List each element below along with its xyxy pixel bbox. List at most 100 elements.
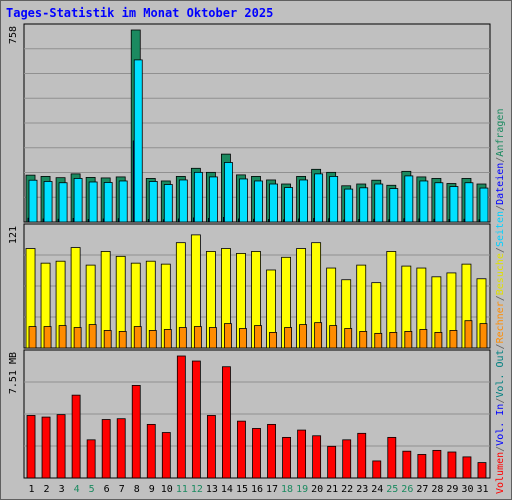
- day-label-24: 24: [371, 484, 383, 495]
- side-legend-item: Seiten: [495, 211, 506, 247]
- bar-volumen-day-20: [312, 435, 322, 479]
- day-label-26: 26: [401, 484, 413, 495]
- day-label-20: 20: [311, 484, 323, 495]
- bar-dateien-day-23: [359, 187, 369, 223]
- side-legend-item: /: [495, 247, 506, 253]
- bar-rechner-day-29: [449, 330, 458, 349]
- side-legend-item: Besuche: [495, 253, 506, 295]
- bar-dateien-day-18: [284, 187, 293, 223]
- bar-volumen-day-1: [26, 415, 36, 479]
- side-legend-item: Anfragen: [495, 109, 506, 157]
- bar-rechner-day-3: [58, 325, 67, 349]
- day-label-16: 16: [251, 484, 263, 495]
- bar-dateien-day-4: [73, 178, 83, 223]
- bar-dateien-day-20: [314, 173, 324, 223]
- day-label-17: 17: [266, 484, 278, 495]
- bar-dateien-day-7: [118, 180, 128, 223]
- bar-rechner-day-21: [329, 325, 338, 349]
- bar-dateien-day-19: [299, 179, 309, 223]
- side-legend-item: /: [495, 157, 506, 163]
- bar-volumen-day-27: [417, 454, 427, 479]
- day-label-3: 3: [59, 484, 65, 495]
- day-label-6: 6: [104, 484, 110, 495]
- bar-dateien-day-27: [419, 180, 429, 223]
- day-label-1: 1: [29, 484, 35, 495]
- panel-2-max-label: 121: [8, 226, 19, 244]
- bar-dateien-day-31: [479, 187, 489, 223]
- bar-rechner-day-13: [208, 327, 217, 349]
- bar-volumen-day-28: [432, 449, 442, 479]
- bar-volumen-day-12: [191, 360, 201, 479]
- bar-rechner-day-26: [404, 331, 413, 349]
- day-label-10: 10: [161, 484, 173, 495]
- day-label-18: 18: [281, 484, 293, 495]
- bar-dateien-day-26: [404, 175, 414, 223]
- bar-dateien-day-28: [434, 182, 444, 223]
- bar-dateien-day-10: [163, 184, 173, 223]
- bar-rechner-day-11: [178, 327, 187, 349]
- bar-rechner-day-2: [43, 326, 52, 349]
- bar-rechner-day-31: [479, 323, 488, 349]
- panel-3-max-label: 7.51 MB: [8, 352, 19, 394]
- day-label-9: 9: [149, 484, 155, 495]
- bar-volumen-day-21: [327, 445, 337, 479]
- day-label-13: 13: [206, 484, 218, 495]
- bar-volumen-day-6: [101, 419, 111, 479]
- day-label-22: 22: [341, 484, 353, 495]
- bar-rechner-day-7: [118, 331, 127, 349]
- bar-dateien-day-25: [389, 188, 399, 223]
- bar-volumen-day-30: [462, 456, 472, 479]
- bar-dateien-day-24: [374, 183, 384, 223]
- bar-rechner-day-20: [314, 322, 323, 349]
- bar-volumen-day-26: [402, 450, 412, 479]
- bar-rechner-day-23: [359, 331, 368, 349]
- side-legend-item: Dateien: [495, 163, 506, 205]
- bar-rechner-day-28: [434, 331, 443, 349]
- side-legend-item: /: [495, 343, 506, 349]
- bar-dateien-day-29: [449, 186, 459, 223]
- bar-volumen-day-11: [176, 355, 186, 479]
- bar-volumen-day-2: [41, 416, 51, 479]
- bar-volumen-day-15: [237, 420, 246, 479]
- bar-rechner-day-4: [73, 327, 82, 349]
- bar-rechner-day-6: [103, 330, 112, 349]
- bar-volumen-day-16: [252, 428, 261, 479]
- side-legend-text: Volumen/Vol. In/Vol. Out/Rechner/Besuche…: [495, 109, 506, 494]
- bar-rechner-day-22: [344, 328, 353, 349]
- bar-rechner-day-14: [224, 323, 232, 349]
- day-label-27: 27: [416, 484, 428, 495]
- bar-dateien-day-22: [344, 188, 354, 223]
- bar-dateien-day-17: [269, 183, 278, 223]
- bar-rechner-day-10: [163, 329, 172, 349]
- day-label-11: 11: [176, 484, 188, 495]
- bar-rechner-day-1: [28, 326, 37, 349]
- bar-volumen-day-29: [447, 451, 457, 479]
- side-legend-item: /: [495, 295, 506, 301]
- bar-dateien-day-30: [464, 182, 474, 223]
- bar-volumen-day-31: [477, 462, 487, 479]
- bar-rechner-day-16: [254, 325, 262, 349]
- day-label-25: 25: [386, 484, 398, 495]
- day-label-30: 30: [461, 484, 473, 495]
- day-label-23: 23: [356, 484, 368, 495]
- bar-rechner-day-17: [269, 331, 277, 349]
- bar-rechner-day-30: [464, 320, 473, 349]
- side-legend: Volumen/Vol. In/Vol. Out/Rechner/Besuche…: [495, 109, 506, 494]
- bar-rechner-day-9: [148, 330, 157, 349]
- bar-volumen-day-5: [86, 439, 96, 479]
- day-label-29: 29: [446, 484, 458, 495]
- day-label-5: 5: [89, 484, 95, 495]
- chart-title: Tages-Statistik im Monat Oktober 2025: [6, 6, 274, 20]
- bar-volumen-day-14: [222, 366, 231, 479]
- bar-volumen-day-10: [161, 432, 171, 479]
- bar-volumen-day-25: [387, 436, 397, 479]
- day-label-31: 31: [476, 484, 488, 495]
- bar-rechner-day-18: [284, 327, 292, 349]
- side-legend-item: /: [495, 446, 506, 452]
- bar-dateien-day-13: [208, 176, 218, 223]
- day-label-12: 12: [191, 484, 203, 495]
- day-label-21: 21: [326, 484, 338, 495]
- bar-rechner-day-12: [193, 326, 202, 349]
- bar-dateien-day-15: [239, 178, 248, 223]
- bar-dateien-day-14: [224, 162, 233, 223]
